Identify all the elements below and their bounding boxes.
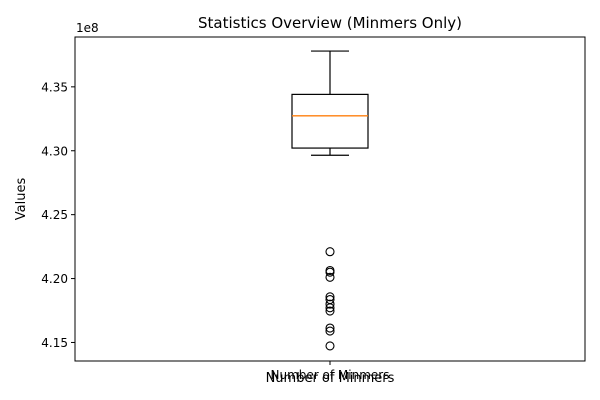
y-axis: 4.15 4.20 4.25 4.30 4.35 Number of Minmers (41, 80, 389, 382)
y-axis-label: Values (14, 178, 29, 221)
outlier-point (325, 303, 335, 313)
x-axis-label: Number of Minmers (266, 371, 395, 386)
iqr-box (291, 93, 369, 149)
x-tick-label: Number of Minmers (271, 368, 390, 382)
outlier-point (325, 323, 335, 333)
outlier-point (325, 272, 335, 282)
outlier-point (325, 299, 335, 309)
plot-frame (74, 36, 586, 362)
y-tick-label: 4.25 (41, 208, 68, 222)
outlier-point (325, 306, 335, 316)
y-tick-label: 4.15 (41, 336, 68, 350)
chart-title: Statistics Overview (Minmers Only) (198, 14, 462, 32)
outlier-point (325, 292, 335, 302)
outlier-point (325, 341, 335, 351)
y-offset-label: 1e8 (76, 21, 99, 35)
outlier-point (325, 247, 335, 257)
y-tick-label: 4.30 (41, 144, 68, 158)
y-tick-label: 4.35 (41, 80, 68, 94)
outlier-point (325, 267, 335, 277)
outlier-point (325, 326, 335, 336)
y-tick-label: 4.20 (41, 272, 68, 286)
plot-area (291, 50, 369, 351)
